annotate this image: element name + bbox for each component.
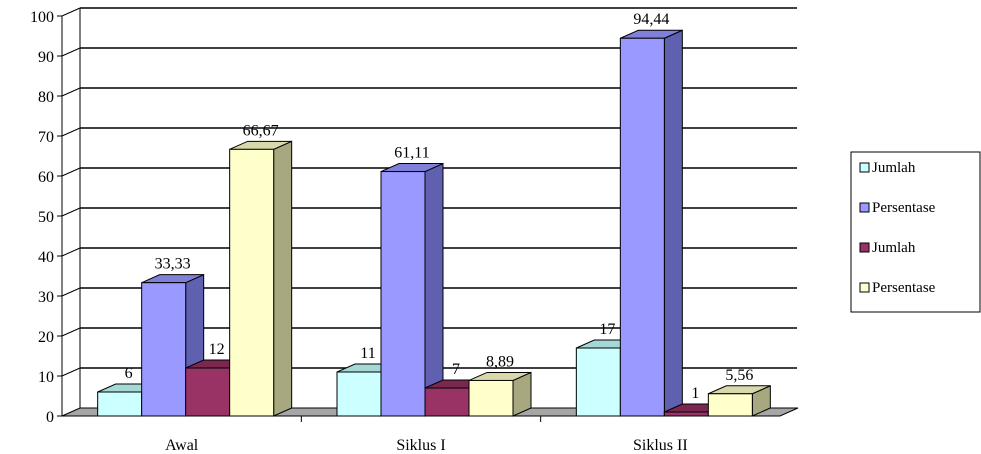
data-label: 66,67: [243, 122, 279, 139]
data-label: 1: [691, 385, 699, 402]
bar-side: [663, 29, 683, 417]
data-labels: 6 33,33 12 66,67 11 61,11 7 8,89 17 94,44 1 5,56: [125, 11, 754, 402]
bar: [229, 148, 275, 417]
y-tick-label: 0: [46, 409, 54, 426]
bar: [185, 367, 231, 417]
gridline-slant: [61, 287, 81, 297]
legend-label: Jumlah: [872, 240, 916, 256]
data-label: 17: [599, 321, 615, 338]
legend-swatch: [859, 282, 870, 293]
gridline-slant: [61, 127, 81, 137]
legend-swatch: [859, 242, 870, 253]
legend-label: Persentase: [872, 280, 936, 296]
bar: [97, 391, 143, 417]
gridline-slant: [61, 7, 81, 17]
bar: [424, 387, 470, 417]
gridline-slant: [61, 87, 81, 97]
bar: [141, 282, 187, 417]
bar-side: [424, 162, 444, 417]
legend-label: Persentase: [872, 200, 936, 216]
y-tick-label: 50: [38, 209, 54, 226]
y-tick-label: 10: [38, 369, 54, 386]
bar: [619, 37, 665, 417]
y-tick-label: 100: [30, 9, 54, 26]
data-label: 5,56: [725, 367, 753, 384]
legend-label: Jumlah: [872, 160, 916, 176]
data-label: 61,11: [394, 145, 429, 162]
legend: Jumlah Persentase Jumlah Persentase: [850, 151, 981, 313]
bar: [468, 379, 514, 417]
bar: [663, 411, 709, 417]
x-tick-label: Siklus I: [396, 437, 445, 454]
bar: [380, 171, 426, 417]
gridline-slant: [61, 207, 81, 217]
bars: [97, 29, 771, 417]
x-tick-label: Siklus II: [633, 437, 688, 454]
data-label: 33,33: [155, 256, 191, 273]
bar: [336, 371, 382, 417]
legend-swatch: [859, 202, 870, 213]
data-label: 94,44: [633, 11, 669, 28]
y-tick-label: 60: [38, 169, 54, 186]
data-label: 8,89: [486, 353, 514, 370]
gridline-slant: [61, 167, 81, 177]
x-tick-label: Awal: [165, 437, 199, 454]
y-tick-label: 40: [38, 249, 54, 266]
legend-box: [850, 151, 981, 313]
bar-side: [273, 140, 293, 417]
y-tick-label: 90: [38, 49, 54, 66]
data-label: 6: [125, 365, 133, 382]
y-tick-label: 20: [38, 329, 54, 346]
bar: [707, 393, 753, 417]
data-label: 7: [452, 361, 460, 378]
gridline-slant: [61, 327, 81, 337]
data-label: 12: [209, 341, 225, 358]
gridline-slant: [61, 247, 81, 257]
y-tick-label: 30: [38, 289, 54, 306]
data-label: 11: [360, 345, 375, 362]
gridline-slant: [61, 367, 81, 377]
y-tick-label: 70: [38, 129, 54, 146]
legend-swatch: [859, 162, 870, 173]
y-tick-label: 80: [38, 89, 54, 106]
bar: [575, 347, 621, 417]
gridline-slant: [61, 47, 81, 57]
